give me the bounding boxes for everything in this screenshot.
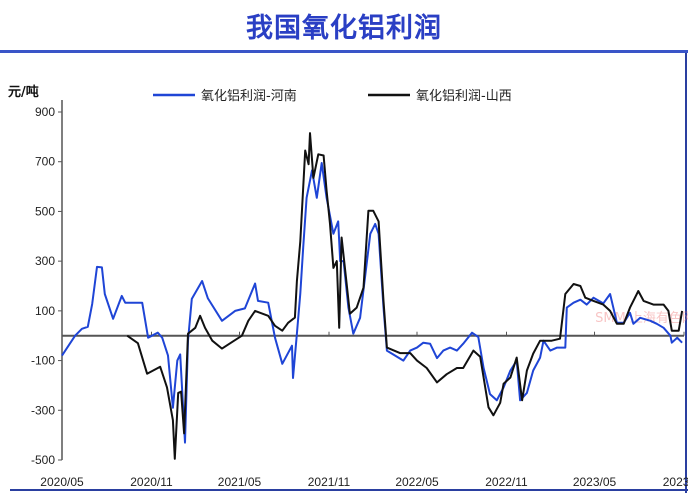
title-divider	[0, 50, 688, 53]
x-tick-label: 2022/11	[485, 475, 528, 489]
x-tick-label: 2020/11	[130, 475, 173, 489]
y-tick-label: 700	[35, 155, 55, 169]
x-tick-label: 2020/05	[40, 475, 84, 489]
chart-title: 我国氧化铝利润	[246, 13, 442, 44]
y-tick-label: 100	[35, 304, 55, 318]
legend-label: 氧化铝利润-山西	[416, 89, 512, 104]
legend: 氧化铝利润-河南 氧化铝利润-山西	[153, 88, 512, 104]
y-tick-label: -500	[31, 453, 55, 467]
x-tick-label: 2021/11	[308, 475, 351, 489]
series-line-shanxi	[126, 132, 684, 460]
x-tick-label: 2023/11	[663, 475, 688, 489]
series-line-henan	[61, 162, 683, 444]
y-axis-unit: 元/吨	[8, 84, 39, 100]
x-tick-label: 2023/05	[573, 475, 617, 489]
y-tick-label: 900	[35, 105, 55, 119]
y-tick-label: 500	[35, 204, 55, 218]
y-tick-label: -100	[31, 354, 55, 368]
legend-label: 氧化铝利润-河南	[201, 88, 297, 104]
x-tick-label: 2021/05	[218, 475, 262, 489]
y-tick-label: -300	[31, 403, 55, 417]
bottom-border	[10, 489, 688, 491]
y-tick-label: 300	[35, 254, 55, 268]
right-border	[685, 53, 687, 493]
x-tick-label: 2022/05	[395, 475, 439, 489]
